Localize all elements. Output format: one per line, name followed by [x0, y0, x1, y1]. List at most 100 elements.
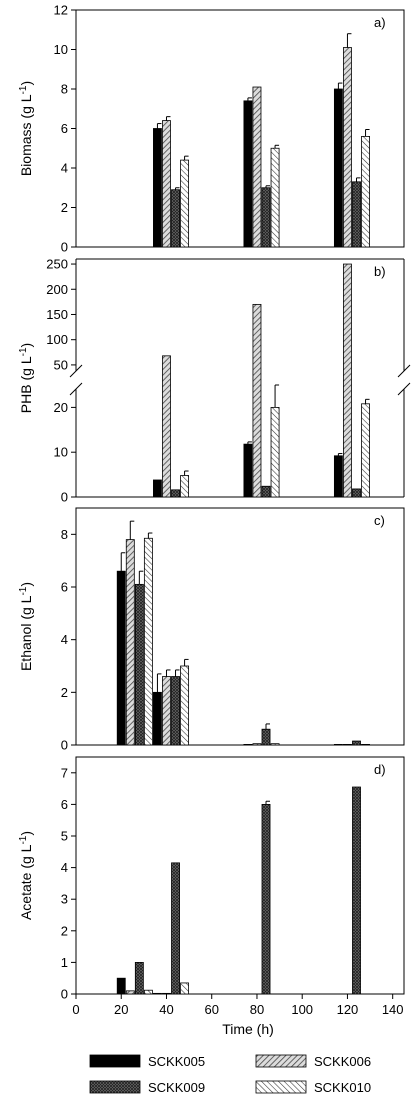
bar-sckk009	[261, 485, 271, 498]
legend-swatch	[255, 1080, 307, 1094]
y-tick-label: 4	[61, 860, 68, 875]
y-tick-label: 200	[46, 282, 68, 297]
x-tick-label: 80	[250, 1002, 264, 1017]
bar-sckk005	[333, 744, 343, 746]
axis-break-mark	[69, 382, 83, 396]
y-tick-label: 2	[61, 923, 68, 938]
y-tick-label: 50	[54, 357, 68, 372]
legend-label: SCKK009	[148, 1080, 205, 1095]
bar-sckk010	[143, 537, 153, 746]
x-tick-label: 140	[382, 1002, 404, 1017]
bar-sckk006	[252, 743, 262, 746]
legend-swatch	[255, 1054, 307, 1068]
axis-break-mark	[397, 364, 411, 378]
bar-sckk010	[180, 982, 190, 995]
bar-sckk005	[153, 992, 162, 995]
bar-sckk005	[116, 977, 126, 995]
y-tick-label: 5	[61, 829, 68, 844]
bar-sckk005	[153, 691, 162, 746]
bar-sckk005	[333, 455, 343, 498]
bar-sckk009	[261, 804, 271, 995]
x-tick-label: 120	[337, 1002, 359, 1017]
y-tick-label: 3	[61, 892, 68, 907]
bar-sckk006	[343, 47, 352, 248]
y-tick-label: 0	[61, 738, 68, 753]
bar-sckk005	[116, 570, 126, 746]
bar-sckk009	[134, 583, 144, 746]
y-tick-label: 7	[61, 765, 68, 780]
bar-sckk005	[153, 479, 162, 498]
x-tick-label: 20	[114, 1002, 128, 1017]
y-tick-label: 0	[61, 240, 68, 255]
panel-d: 0 1 2 3 4 5 6 7 Acetate (g L-1) d)	[18, 756, 405, 1002]
legend-swatch	[89, 1054, 141, 1068]
bar-sckk005	[243, 744, 253, 746]
legend: SCKK005 SCKK006 SCKK009 SCKK010	[89, 1054, 371, 1095]
legend-item-sckk006: SCKK006	[255, 1054, 371, 1069]
x-axis: 0 20 40 60 80 100 120 140 Time (h)	[72, 994, 404, 1037]
panel-c: 0 2 4 6 8 Ethanol (g L-1) c)	[18, 507, 405, 753]
y-tick-label: 2	[61, 200, 68, 215]
legend-item-sckk009: SCKK009	[89, 1080, 205, 1095]
axis-break-mark	[397, 382, 411, 396]
legend-item-sckk005: SCKK005	[89, 1054, 205, 1069]
bar-sckk006	[162, 120, 171, 248]
bar-sckk006	[343, 744, 352, 746]
bar-sckk009	[171, 862, 180, 995]
bar-sckk005	[243, 100, 253, 248]
plot-frame	[75, 507, 405, 746]
panel-a: 0 2 4 6 8 10 12 Biomass (g L-1) a)	[18, 3, 405, 255]
panel-label: d)	[374, 762, 386, 777]
legend-swatch	[89, 1080, 141, 1094]
y-tick-label: 6	[61, 580, 68, 595]
bar-sckk006	[125, 539, 135, 746]
legend-item-sckk010: SCKK010	[255, 1080, 371, 1095]
y-tick-label: 6	[61, 121, 68, 136]
bar-sckk010	[270, 743, 280, 746]
bar-sckk006	[125, 990, 135, 995]
bar-sckk006	[252, 303, 262, 498]
y-tick-label: 8	[61, 527, 68, 542]
bar-sckk006	[252, 86, 262, 248]
x-tick-label: 40	[159, 1002, 173, 1017]
y-tick-label: 10	[54, 445, 68, 460]
bar-sckk010	[180, 665, 190, 746]
x-axis-label: Time (h)	[222, 1021, 274, 1037]
y-tick-label: 10	[54, 42, 68, 57]
x-tick-label: 0	[72, 1002, 79, 1017]
bar-sckk010	[270, 147, 280, 248]
panel-b: 0 10 20 50 100 150 200 250 PHB (g L-1) b)	[18, 257, 411, 505]
bar-sckk010	[361, 135, 370, 248]
bar-sckk009	[134, 962, 144, 995]
bar-sckk010	[143, 989, 153, 995]
y-tick-label: 1	[61, 955, 68, 970]
bar-sckk010	[361, 403, 370, 498]
bar-sckk006	[162, 676, 171, 746]
bar-sckk009	[171, 189, 180, 248]
panel-label: b)	[374, 264, 386, 279]
bar-sckk005	[333, 88, 343, 248]
y-tick-label: 150	[46, 307, 68, 322]
y-tick-label: 2	[61, 685, 68, 700]
legend-label: SCKK005	[148, 1054, 205, 1069]
y-tick-label: 250	[46, 257, 68, 272]
x-tick-label: 60	[204, 1002, 218, 1017]
bar-sckk009	[171, 676, 180, 746]
y-tick-label: 4	[61, 161, 68, 176]
y-tick-label: 8	[61, 82, 68, 97]
bar-sckk006	[162, 355, 171, 498]
y-axis-label: Acetate (g L-1)	[18, 831, 34, 920]
x-tick-label: 100	[291, 1002, 313, 1017]
y-tick-label: 100	[46, 332, 68, 347]
y-tick-label: 20	[54, 400, 68, 415]
plot-frame	[75, 756, 405, 995]
bar-sckk009	[352, 740, 361, 746]
bar-sckk005	[153, 128, 162, 248]
y-tick-label: 6	[61, 797, 68, 812]
axis-break-mark	[69, 364, 83, 378]
bar-sckk009	[352, 181, 361, 248]
bar-sckk010	[180, 159, 190, 248]
bar-sckk005	[243, 443, 253, 498]
